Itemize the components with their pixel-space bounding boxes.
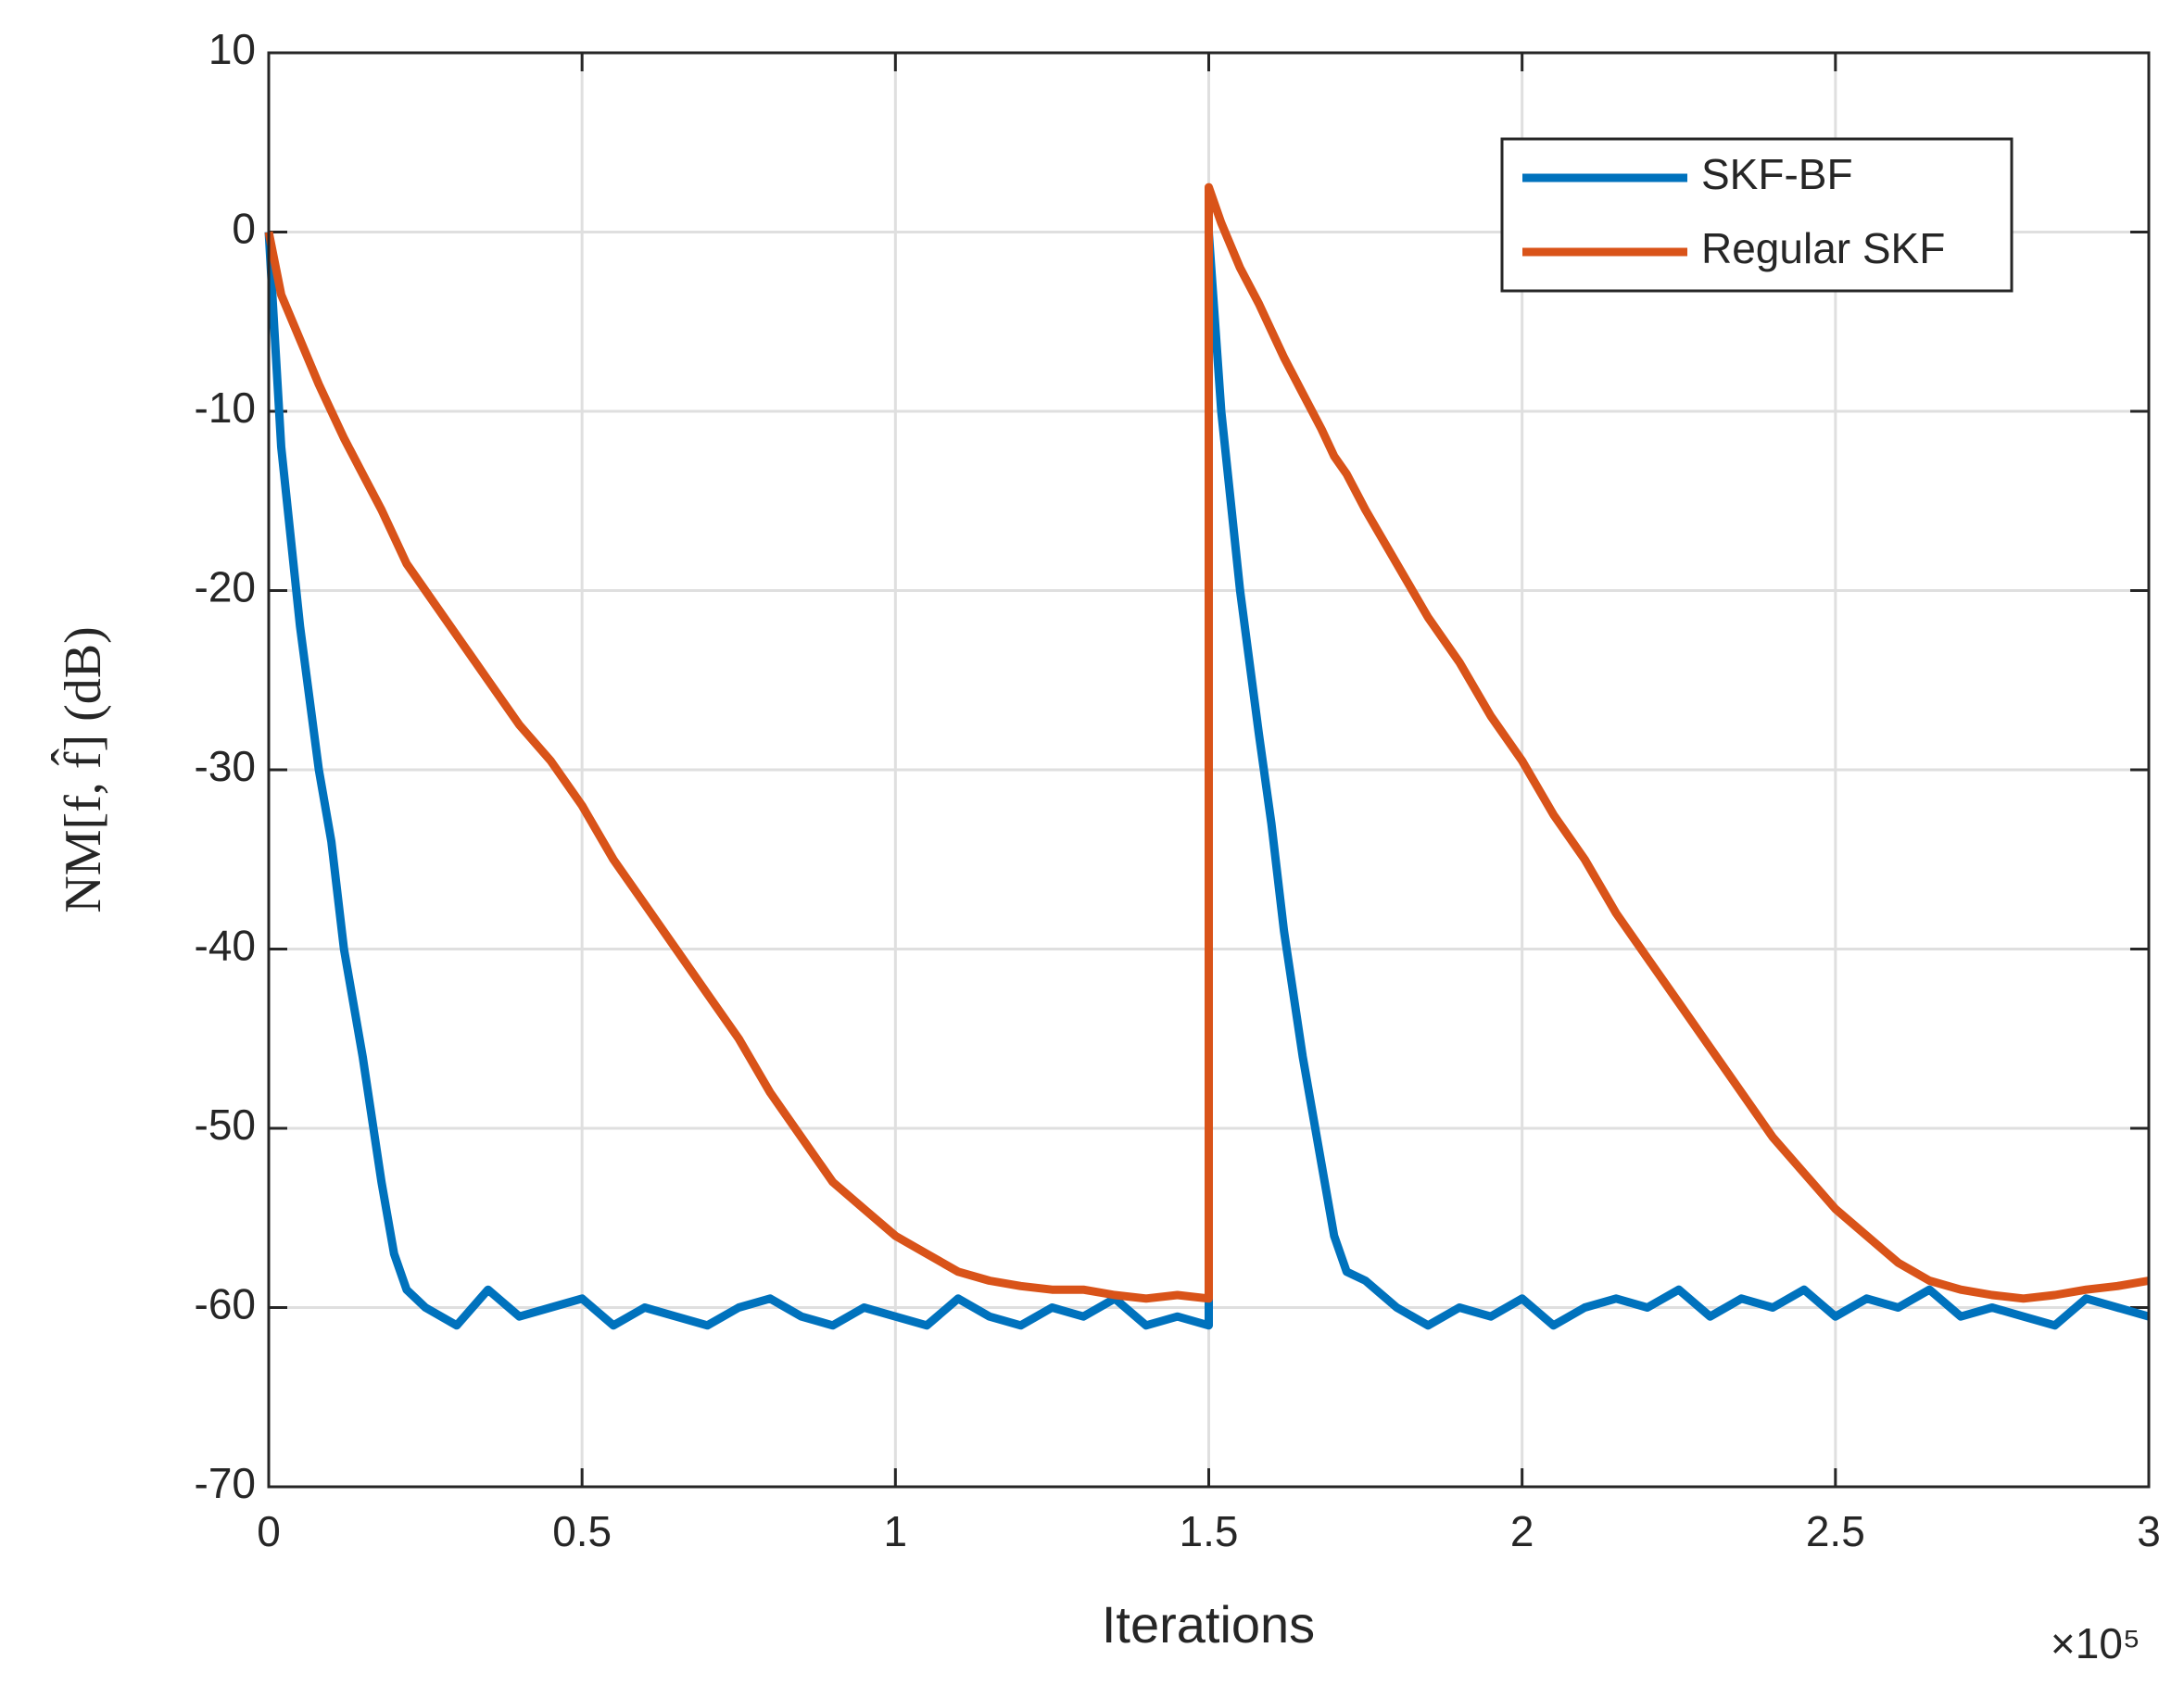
legend-box [1500,137,2014,293]
y-tick-label: -10 [195,384,256,432]
x-tick-label: 2 [1510,1507,1534,1555]
x-tick-label: 0 [257,1507,281,1555]
y-tick-label: -70 [195,1459,256,1507]
y-tick-label: -20 [195,563,256,611]
plot-frame [267,51,2151,1489]
y-axis-label: NM[f, f̂] (dB) [50,626,112,912]
x-tick-label: 3 [2137,1507,2161,1555]
y-tick-label: 10 [208,25,256,73]
y-tick-label: -60 [195,1280,256,1328]
y-tick-label: 0 [232,205,256,253]
y-tick-label: -50 [195,1101,256,1149]
y-tick-label: -30 [195,742,256,790]
data-line [264,182,2150,1303]
x-tick-label: 0.5 [552,1507,612,1555]
x-tick-label: 1.5 [1180,1507,1239,1555]
x-tick-label: 1 [884,1507,908,1555]
legend-label: SKF-BF [1701,150,1853,198]
y-tick-label: -40 [195,922,256,970]
legend: SKF-BF Regular SKF [1500,137,2014,293]
legend-label: Regular SKF [1701,224,1945,272]
x-tick-label: 2.5 [1806,1507,1865,1555]
x-scale-label: ×10⁵ [2051,1619,2140,1667]
x-axis-label: Iterations [1102,1595,1315,1654]
